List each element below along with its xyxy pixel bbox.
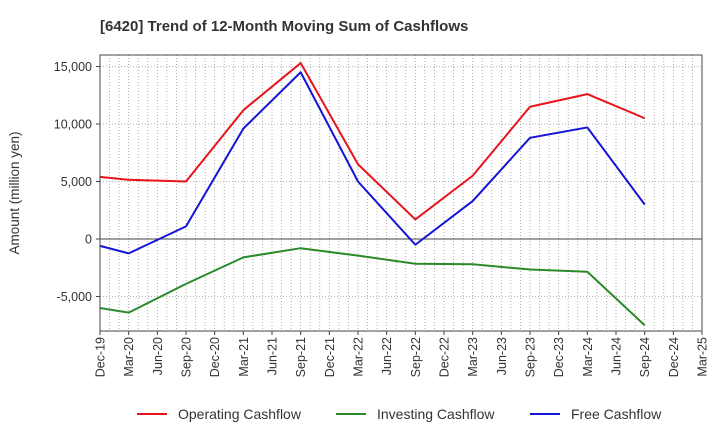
- x-tick-label: Jun-20: [151, 337, 165, 375]
- x-tick-label: Mar-24: [581, 337, 595, 377]
- x-tick-label: Jun-22: [380, 337, 394, 375]
- y-tick-label: 15,000: [54, 60, 92, 74]
- x-tick-label: Dec-23: [552, 337, 566, 377]
- x-tick-label: Jun-24: [610, 337, 624, 375]
- series-lines: [99, 62, 646, 326]
- x-tick-label: Mar-23: [466, 337, 480, 377]
- x-tick-label: Dec-21: [323, 337, 337, 377]
- x-tick-label: Mar-20: [122, 337, 136, 377]
- series-line-operating-cashflow: [99, 62, 646, 221]
- x-tick-label: Mar-22: [352, 337, 366, 377]
- x-tick-label: Mar-21: [237, 337, 251, 377]
- x-tick-label: Sep-22: [409, 337, 423, 377]
- x-tick-label: Dec-20: [208, 337, 222, 377]
- y-tick-label: -5,000: [57, 290, 92, 304]
- plot-frame: [99, 54, 703, 332]
- legend-label: Operating Cashflow: [178, 406, 302, 422]
- x-tick-label: Dec-24: [667, 337, 681, 377]
- y-tick-label: 5,000: [61, 175, 92, 189]
- x-tick-label: Sep-20: [180, 337, 194, 377]
- x-tick-label: Sep-23: [524, 337, 538, 377]
- x-tick-label: Dec-22: [438, 337, 452, 377]
- x-tick-label: Sep-21: [294, 337, 308, 377]
- y-tick-label: 10,000: [54, 118, 92, 132]
- legend: Operating Cashflow Investing Cashflow Free…: [137, 406, 662, 422]
- grid: [100, 55, 702, 331]
- x-tick-label: Jun-23: [495, 337, 509, 375]
- x-tick-label: Mar-25: [696, 337, 710, 377]
- chart-title: [6420] Trend of 12-Month Moving Sum of C…: [100, 18, 468, 35]
- x-tick-label: Jun-21: [266, 337, 280, 375]
- plot-area: [100, 55, 702, 331]
- series-line-free-cashflow: [99, 71, 646, 255]
- x-tick-label: Dec-19: [94, 337, 108, 377]
- y-tick-label: 0: [85, 233, 92, 247]
- legend-label: Free Cashflow: [571, 406, 662, 422]
- y-axis-label: Amount (million yen): [7, 131, 22, 254]
- x-tick-label: Sep-24: [638, 337, 652, 377]
- series-line-investing-cashflow: [99, 247, 646, 326]
- legend-label: Investing Cashflow: [377, 406, 495, 422]
- y-axis-ticks: 15,000 10,000 5,000 0 -5,000: [54, 60, 100, 304]
- x-axis-ticks: Dec-19 Mar-20 Jun-20 Sep-20 Dec-20 Mar-21 Jun-…: [94, 331, 710, 377]
